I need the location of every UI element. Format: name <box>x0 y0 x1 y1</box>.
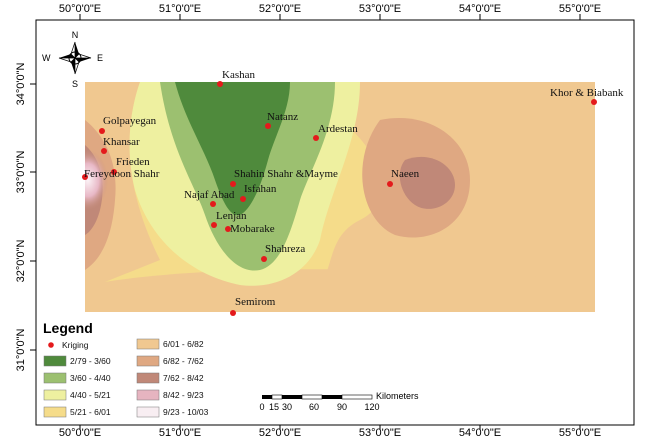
place-label-fereydoon-shahr: Fereydoon Shahr <box>84 168 160 180</box>
compass-rose-icon: N S E W <box>42 30 103 89</box>
place-label-naeen: Naeen <box>391 168 420 180</box>
place-label-khansar: Khansar <box>103 136 140 148</box>
legend-swatch <box>136 389 160 401</box>
surface-zone-2-79-3-60 <box>175 82 290 216</box>
point-naeen <box>387 181 393 187</box>
point-ardestan <box>313 135 319 141</box>
scale-bar: Kilometers 0 15 30 60 90 120 <box>259 391 419 412</box>
point-lenjan <box>211 222 217 228</box>
point-shahin-shahr <box>230 181 236 187</box>
place-labels: Kashan Golpayegan Khansar Frieden Fereyd… <box>84 69 624 308</box>
compass-east-label: E <box>97 53 103 63</box>
place-label-najaf-abad: Najaf Abad <box>184 189 235 201</box>
scale-unit-label: Kilometers <box>376 391 419 401</box>
legend-class-label: 8/42 - 9/23 <box>163 390 204 400</box>
left-tick-label: 31°0'0"N <box>15 329 27 372</box>
legend-swatch <box>43 355 67 367</box>
point-khansar <box>101 148 107 154</box>
point-kashan <box>217 81 223 87</box>
legend-class-label: 2/79 - 3/60 <box>70 356 111 366</box>
scale-tick-label: 30 <box>282 402 292 412</box>
legend-class-label: 4/40 - 5/21 <box>70 390 111 400</box>
legend-swatch <box>43 372 67 384</box>
point-mobarake <box>225 226 231 232</box>
place-label-khor-biabank: Khor & Biabank <box>550 87 624 99</box>
place-label-ardestan: Ardestan <box>318 123 358 135</box>
compass-north-label: N <box>72 30 79 40</box>
legend-point-symbol <box>48 342 54 348</box>
scale-tick-label: 15 <box>269 402 279 412</box>
top-tick-label: 53°0'0"E <box>359 3 401 15</box>
scale-tick-label: 120 <box>364 402 379 412</box>
legend-swatch <box>43 389 67 401</box>
top-tick-label: 54°0'0"E <box>459 3 501 15</box>
grid-ticks <box>30 14 581 430</box>
legend-swatch <box>136 372 160 384</box>
kriging-surface <box>85 82 595 312</box>
place-label-semirom: Semirom <box>235 296 276 308</box>
top-tick-label: 52°0'0"E <box>259 3 301 15</box>
left-tick-label: 32°0'0"N <box>15 240 27 283</box>
place-label-kashan: Kashan <box>222 69 255 81</box>
kriging-points <box>82 81 597 316</box>
legend-title: Legend <box>43 320 93 336</box>
legend: Legend Kriging 2/79 - 3/60 3/60 - 4/40 4… <box>43 320 209 418</box>
scale-tick-label: 60 <box>309 402 319 412</box>
bottom-longitude-labels: 50°0'0"E 51°0'0"E 52°0'0"E 53°0'0"E 54°0… <box>59 427 601 438</box>
left-tick-label: 33°0'0"N <box>15 151 27 194</box>
point-najaf-abad <box>210 201 216 207</box>
left-tick-label: 34°0'0"N <box>15 63 27 106</box>
legend-class-label: 5/21 - 6/01 <box>70 407 111 417</box>
bottom-tick-label: 54°0'0"E <box>459 427 501 438</box>
top-tick-label: 55°0'0"E <box>559 3 601 15</box>
place-label-isfahan: Isfahan <box>244 183 277 195</box>
legend-swatch <box>136 355 160 367</box>
place-label-natanz: Natanz <box>267 111 298 123</box>
point-golpayegan <box>99 128 105 134</box>
bottom-tick-label: 51°0'0"E <box>159 427 201 438</box>
place-label-frieden: Frieden <box>116 156 150 168</box>
point-natanz <box>265 123 271 129</box>
bottom-tick-label: 55°0'0"E <box>559 427 601 438</box>
point-frieden <box>111 169 117 175</box>
place-label-lenjan: Lenjan <box>216 210 247 222</box>
place-label-golpayegan: Golpayegan <box>103 115 157 127</box>
place-label-shahreza: Shahreza <box>265 243 305 255</box>
legend-point-label: Kriging <box>62 340 89 350</box>
surface-zone-high-values <box>85 150 108 210</box>
legend-swatch <box>43 406 67 418</box>
place-label-shahin-shahr: Shahin Shahr &Mayme <box>234 168 338 180</box>
surface-zone-6-01-6-82-south <box>85 269 595 312</box>
point-isfahan <box>240 196 246 202</box>
legend-class-label: 3/60 - 4/40 <box>70 373 111 383</box>
place-label-mobarake: Mobarake <box>230 223 275 235</box>
top-tick-label: 50°0'0"E <box>59 3 101 15</box>
legend-class-label: 6/01 - 6/82 <box>163 339 204 349</box>
legend-swatch <box>136 338 160 350</box>
point-semirom <box>230 310 236 316</box>
scale-tick-label: 90 <box>337 402 347 412</box>
bottom-tick-label: 50°0'0"E <box>59 427 101 438</box>
surface-zone-7-62-8-42-east <box>399 156 455 209</box>
legend-class-label: 7/62 - 8/42 <box>163 373 204 383</box>
compass-south-label: S <box>72 79 78 89</box>
legend-class-label: 6/82 - 7/62 <box>163 356 204 366</box>
bottom-tick-label: 53°0'0"E <box>359 427 401 438</box>
scale-tick-label: 0 <box>259 402 264 412</box>
point-khor-biabank <box>591 99 597 105</box>
point-fereydoon-shahr <box>82 174 88 180</box>
top-longitude-labels: 50°0'0"E 51°0'0"E 52°0'0"E 53°0'0"E 54°0… <box>59 3 601 15</box>
compass-west-label: W <box>42 53 51 63</box>
bottom-tick-label: 52°0'0"E <box>259 427 301 438</box>
left-latitude-labels: 34°0'0"N 33°0'0"N 32°0'0"N 31°0'0"N <box>15 63 27 372</box>
legend-swatch <box>136 406 160 418</box>
legend-class-label: 9/23 - 10/03 <box>163 407 209 417</box>
top-tick-label: 51°0'0"E <box>159 3 201 15</box>
point-shahreza <box>261 256 267 262</box>
